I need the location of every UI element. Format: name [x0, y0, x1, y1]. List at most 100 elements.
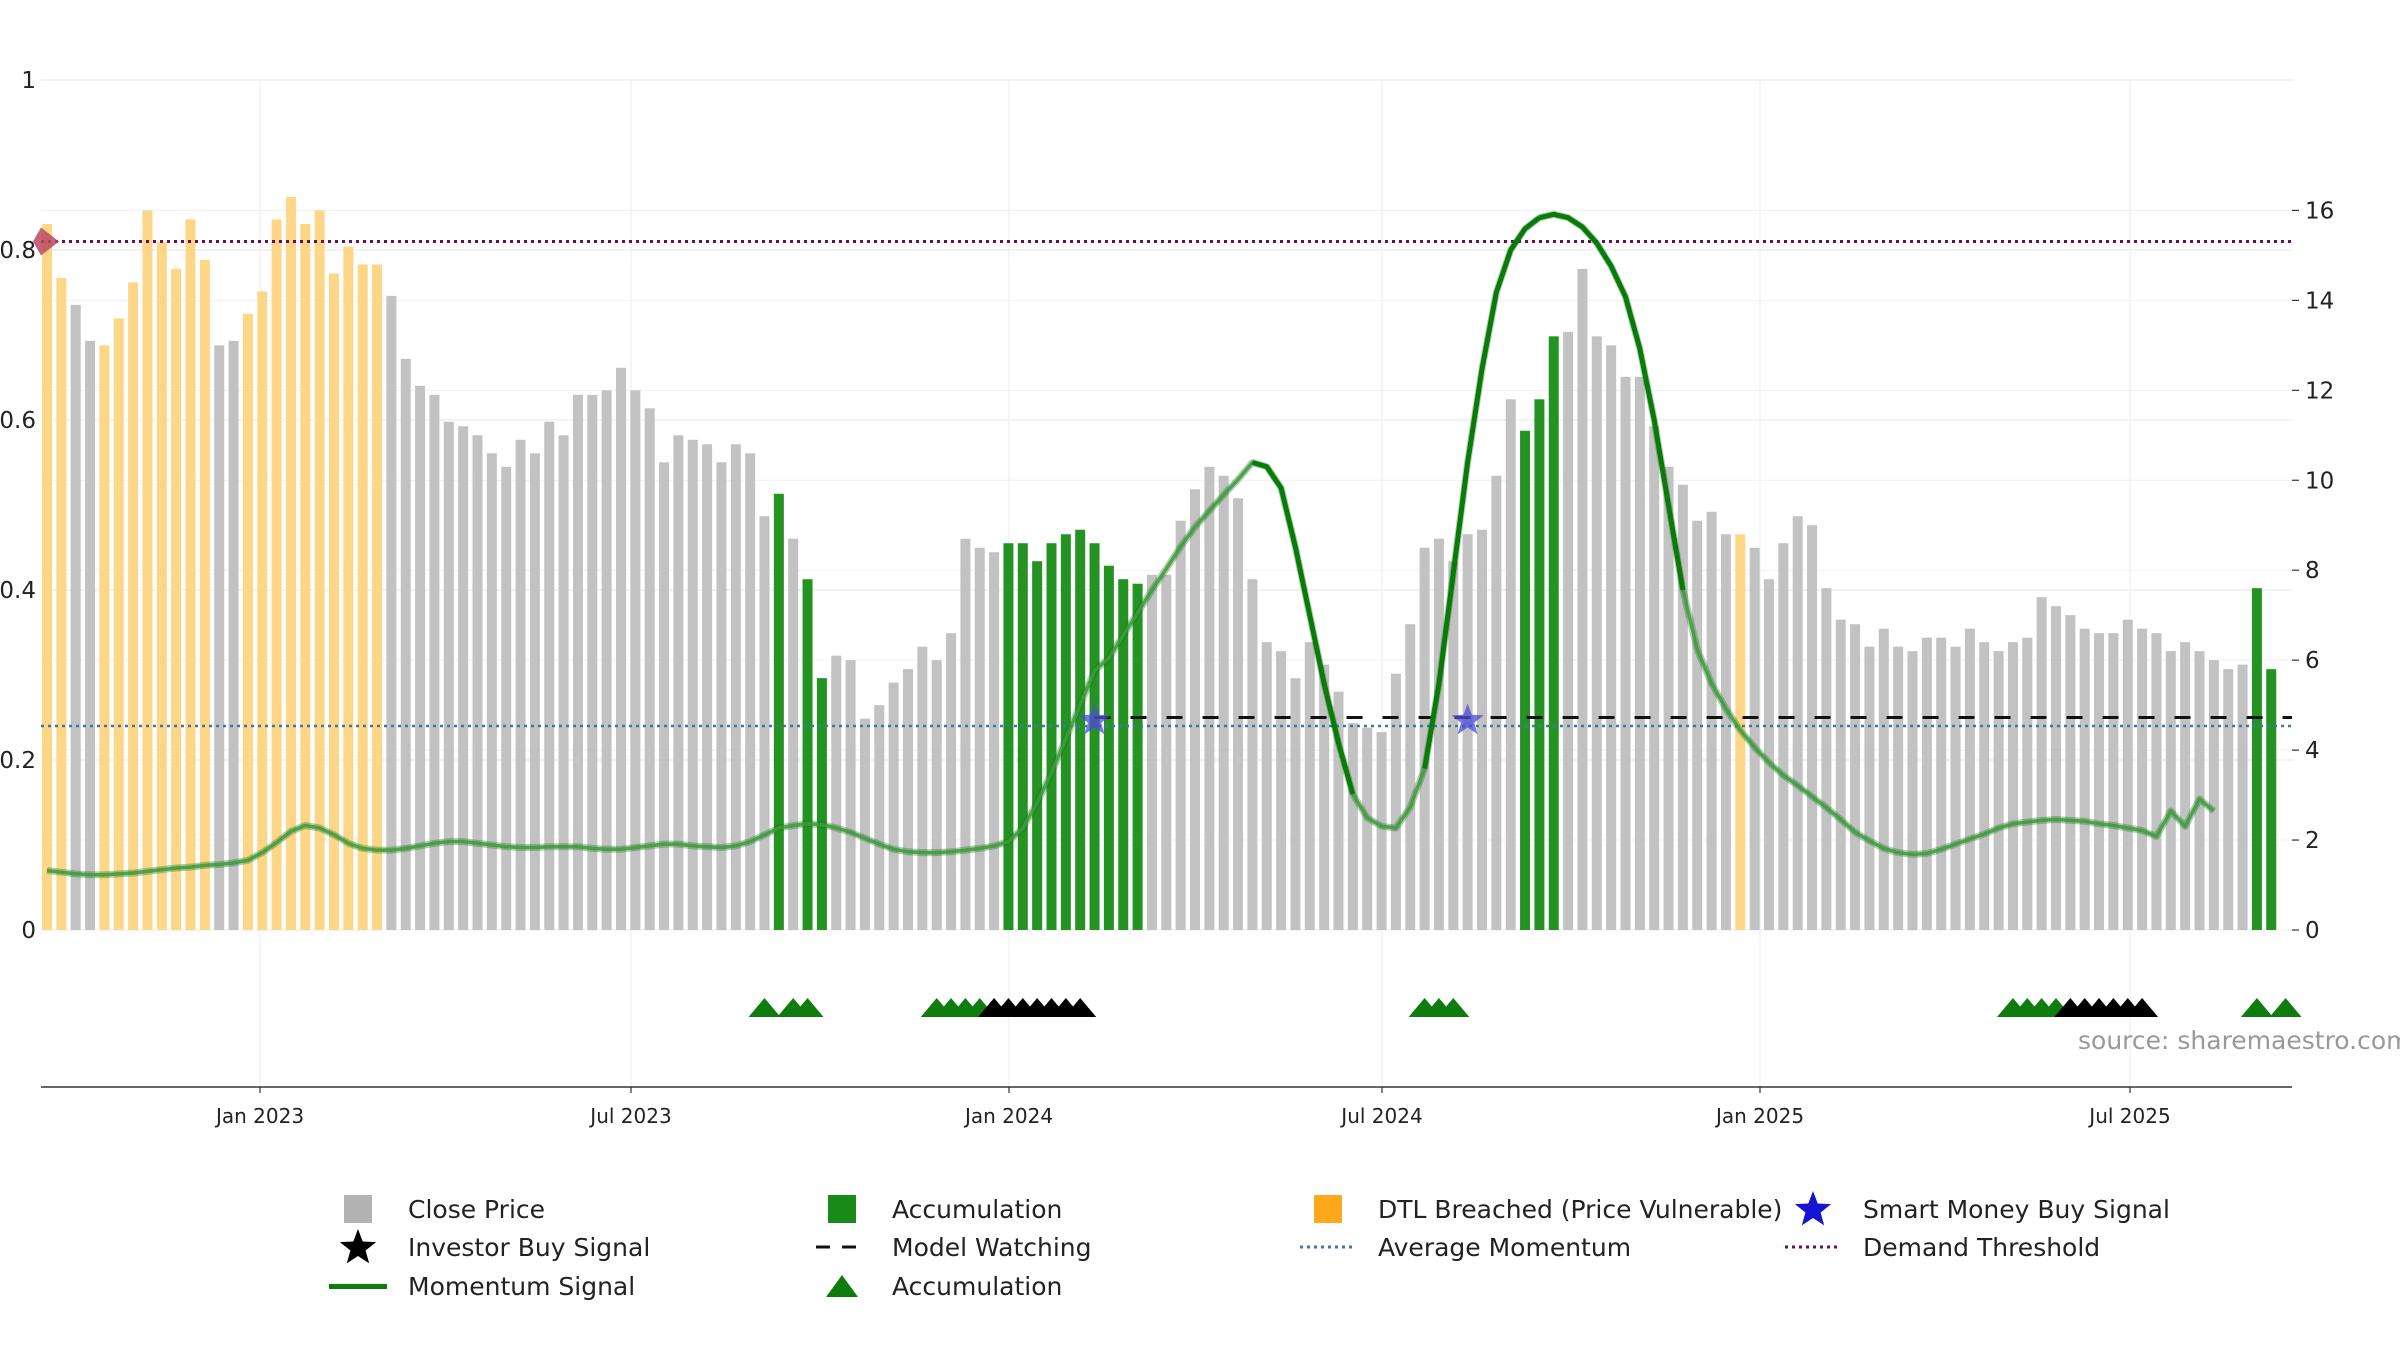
- legend-label: Smart Money Buy Signal: [1863, 1194, 2170, 1224]
- price-bar: [558, 435, 569, 930]
- price-bar: [486, 453, 497, 930]
- price-bar: [616, 367, 626, 930]
- price-bar: [1390, 673, 1401, 930]
- price-bar: [1950, 646, 1961, 930]
- price-bar: [2122, 619, 2133, 930]
- price-bar: [745, 453, 756, 930]
- y-right-tick-label: 12: [2305, 378, 2334, 404]
- price-bar: [1175, 520, 1186, 930]
- price-bar: [2165, 651, 2176, 930]
- legend-item: Demand Threshold: [1783, 1228, 2100, 1266]
- x-tick-label: Jul 2025: [2087, 1104, 2170, 1128]
- price-bar: [2051, 606, 2061, 930]
- price-bar: [228, 340, 239, 930]
- price-bar: [1333, 691, 1344, 930]
- price-bar: [2007, 642, 2018, 930]
- price-bar: [1792, 516, 1803, 930]
- legend-label: Momentum Signal: [408, 1271, 636, 1301]
- momentum-signal-line: [46, 212, 2215, 877]
- price-bar: [1749, 547, 1760, 930]
- accumulation-triangle: [1437, 998, 1470, 1017]
- price-bar: [156, 241, 167, 930]
- price-bar: [917, 646, 928, 930]
- price-bar: [931, 660, 942, 930]
- smart-money-buy-star: [1451, 703, 1484, 735]
- price-bar: [1548, 336, 1559, 930]
- y-right-tick-label: 14: [2305, 288, 2334, 314]
- y-right-tick-label: 0: [2305, 918, 2320, 944]
- price-bar: [1261, 642, 1272, 930]
- price-bar: [199, 259, 210, 930]
- price-bar: [1964, 628, 1975, 930]
- price-bar: [1304, 642, 1315, 930]
- accumulation-triangle: [748, 998, 781, 1017]
- price-bar: [142, 210, 153, 930]
- price-bar: [257, 291, 268, 930]
- price-bar: [673, 435, 684, 930]
- price-bar: [1778, 543, 1789, 930]
- legend-item: DTL Breached (Price Vulnerable): [1298, 1190, 1782, 1228]
- price-bar: [415, 385, 426, 931]
- price-bar: [1864, 646, 1875, 930]
- price-bar: [2151, 633, 2162, 930]
- price-bar: [1146, 574, 1157, 930]
- signal-markers: [748, 703, 2302, 1017]
- price-bar: [2251, 588, 2262, 930]
- y-right-tick-label: 6: [2305, 648, 2320, 674]
- y-left-tick-label: 0.4: [0, 578, 36, 604]
- x-tick-label: Jul 2024: [1339, 1104, 1422, 1128]
- price-bar: [1491, 475, 1502, 930]
- legend-triangle-icon: [812, 1267, 872, 1305]
- y-left-tick-label: 0: [21, 918, 36, 944]
- price-bar: [1376, 732, 1387, 930]
- price-bar: [1706, 511, 1717, 930]
- price-bar: [1103, 565, 1114, 930]
- price-bar: [1032, 561, 1043, 930]
- price-bar: [329, 273, 339, 930]
- y-left-tick-label: 1: [21, 68, 36, 94]
- legend-star-icon: [328, 1228, 388, 1266]
- price-bar: [2208, 660, 2219, 930]
- price-bar: [443, 421, 454, 930]
- price-bar: [372, 264, 383, 930]
- y-left-tick-label: 0.2: [0, 748, 36, 774]
- x-tick-label: Jan 2023: [214, 1104, 304, 1128]
- threshold-marker-icon: [33, 227, 59, 256]
- legend-item: Close Price: [328, 1190, 545, 1228]
- price-bar: [85, 340, 96, 930]
- price-bar: [1190, 489, 1200, 930]
- price-bar: [1233, 498, 1244, 930]
- price-bar: [99, 345, 110, 931]
- price-bar: [1649, 426, 1660, 930]
- price-bar: [1893, 646, 1904, 930]
- price-bar: [1692, 520, 1703, 930]
- price-bar: [128, 282, 139, 930]
- price-bar: [285, 196, 296, 930]
- price-bar: [1850, 624, 1861, 930]
- price-bar: [1534, 399, 1545, 931]
- price-bar: [429, 394, 440, 930]
- price-bar: [1907, 651, 1918, 930]
- momentum-strong-segment: [1422, 215, 1541, 769]
- price-bar: [1347, 723, 1358, 930]
- legend: Close Price Accumulation DTL Breached (Pri…: [0, 1190, 2400, 1340]
- price-bar: [859, 718, 870, 930]
- price-bar: [1921, 637, 1932, 930]
- price-bar: [1477, 529, 1487, 930]
- investor-buy-triangle: [2126, 998, 2159, 1017]
- price-bar: [271, 219, 282, 931]
- legend-label: Accumulation: [892, 1194, 1063, 1224]
- price-bar: [386, 295, 397, 930]
- legend-square-icon: [812, 1190, 872, 1228]
- price-bar: [1764, 579, 1774, 930]
- momentum-strong-segment: [1251, 460, 1356, 795]
- price-bar: [659, 462, 670, 930]
- price-bar: [816, 678, 827, 930]
- legend-label: DTL Breached (Price Vulnerable): [1378, 1194, 1783, 1224]
- accumulation-triangle: [2240, 998, 2273, 1017]
- price-bar: [788, 538, 799, 930]
- price-bar: [1677, 484, 1688, 930]
- price-bar: [1520, 430, 1531, 930]
- source-note: source: sharemaestro.com: [2078, 1026, 2400, 1055]
- price-bar: [587, 394, 598, 930]
